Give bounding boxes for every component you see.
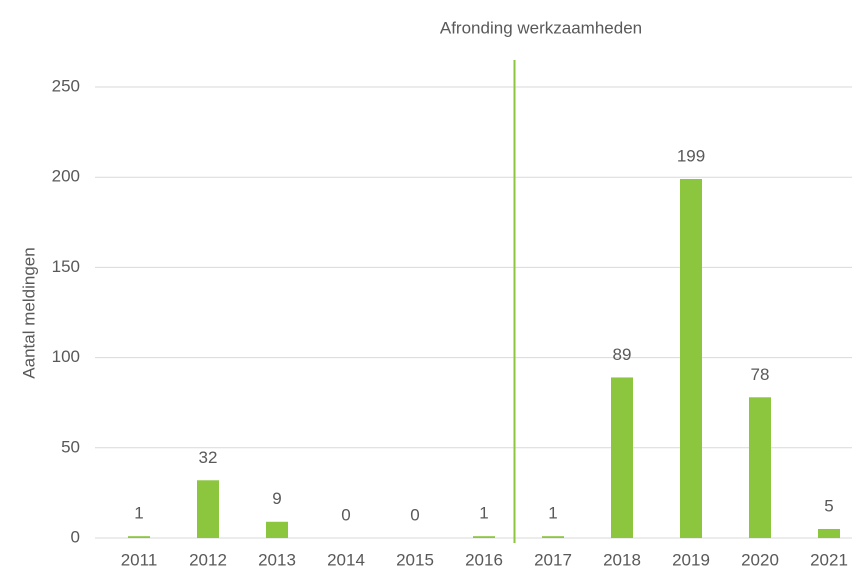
x-tick-label: 2017 bbox=[534, 550, 572, 569]
data-label: 32 bbox=[199, 448, 218, 467]
bar bbox=[680, 179, 702, 538]
bar bbox=[128, 536, 150, 538]
y-tick-label: 100 bbox=[52, 347, 80, 366]
data-label: 78 bbox=[751, 365, 770, 384]
x-tick-label: 2015 bbox=[396, 550, 434, 569]
x-tick-label: 2014 bbox=[327, 550, 365, 569]
data-label: 5 bbox=[824, 496, 833, 515]
data-label: 0 bbox=[341, 505, 350, 524]
data-label: 199 bbox=[677, 146, 705, 165]
data-label: 9 bbox=[272, 489, 281, 508]
data-label: 1 bbox=[134, 504, 143, 523]
y-tick-label: 250 bbox=[52, 76, 80, 95]
x-tick-label: 2021 bbox=[810, 550, 848, 569]
x-tick-label: 2013 bbox=[258, 550, 296, 569]
y-tick-label: 50 bbox=[61, 437, 80, 456]
y-tick-label: 200 bbox=[52, 167, 80, 186]
annotation: Afronding werkzaamheden bbox=[440, 18, 642, 37]
data-label: 0 bbox=[410, 505, 419, 524]
bar bbox=[542, 536, 564, 538]
y-axis-label: Aantal meldingen bbox=[19, 247, 38, 378]
x-tick-label: 2018 bbox=[603, 550, 641, 569]
data-label: 1 bbox=[479, 504, 488, 523]
data-label: 1 bbox=[548, 504, 557, 523]
y-tick-label: 150 bbox=[52, 257, 80, 276]
x-tick-label: 2011 bbox=[121, 550, 158, 569]
bar bbox=[266, 521, 288, 538]
bar bbox=[611, 377, 633, 538]
bar bbox=[749, 397, 771, 538]
y-tick-label: 0 bbox=[71, 527, 80, 546]
x-tick-label: 2016 bbox=[465, 550, 503, 569]
x-tick-label: 2019 bbox=[672, 550, 710, 569]
bar bbox=[818, 528, 840, 538]
bar bbox=[197, 480, 219, 538]
x-tick-label: 2020 bbox=[741, 550, 779, 569]
data-label: 89 bbox=[613, 345, 632, 364]
x-tick-label: 2012 bbox=[189, 550, 227, 569]
bar bbox=[473, 536, 495, 538]
